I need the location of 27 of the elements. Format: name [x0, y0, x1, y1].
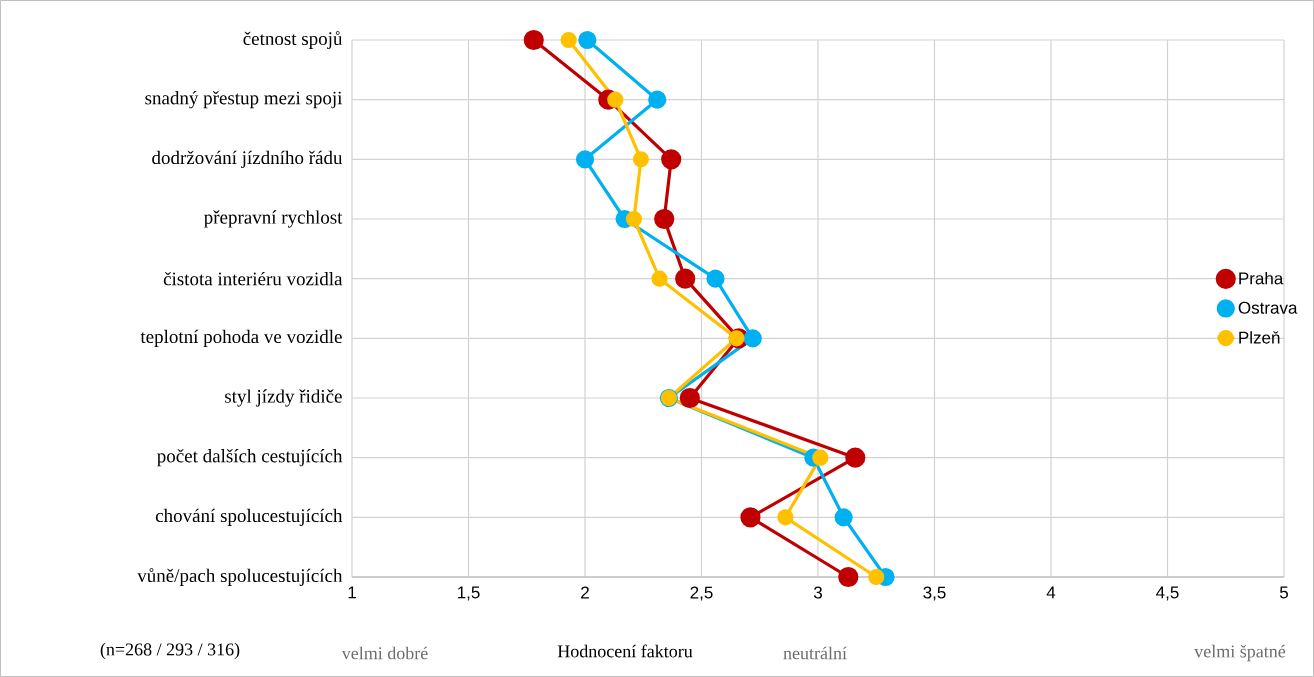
y-tick-label: přepravní rychlost — [204, 210, 343, 228]
y-tick-label: čistota interiéru vozidla — [163, 271, 343, 286]
x-tick-label: 2 — [581, 586, 589, 599]
x-tick-label: 3 — [813, 586, 822, 599]
x-tick-label: 1 — [348, 586, 356, 599]
x-tick-label: 5 — [1279, 586, 1288, 599]
y-tick-label: počet dalších cestujících — [157, 449, 343, 467]
legend-label: Praha — [1239, 271, 1284, 285]
x-tick-label: 2,5 — [690, 586, 713, 601]
y-tick-label: vůně/pach spolucestujících — [137, 568, 343, 586]
legend-label: Ostrava — [1238, 301, 1298, 314]
x-tick-label: 3,5 — [923, 586, 946, 601]
text: neutrální — [783, 646, 847, 660]
y-tick-label: četnost spojů — [243, 31, 343, 49]
text: velmi dobré — [341, 646, 428, 660]
x-axis-title: Hodnocení faktoru — [557, 644, 693, 658]
x-tick-label: 4,5 — [1156, 586, 1179, 601]
y-tick-label: dodržování jízdního řádu — [152, 150, 343, 168]
y-tick-label: styl jízdy řidiče — [225, 389, 342, 407]
y-tick-label: chování spolucestujících — [155, 508, 343, 526]
text: velmi špatné — [1194, 644, 1286, 662]
y-tick-label: snadný přestup mezi spoji — [145, 91, 343, 109]
text: (n=268 / 293 / 316) — [100, 642, 240, 660]
x-tick-label: 4 — [1046, 586, 1056, 599]
x-tick-label: 1,5 — [457, 586, 480, 601]
legend-label: Plzeň — [1239, 331, 1280, 344]
y-tick-label: teplotní pohoda ve vozidle — [140, 329, 342, 347]
